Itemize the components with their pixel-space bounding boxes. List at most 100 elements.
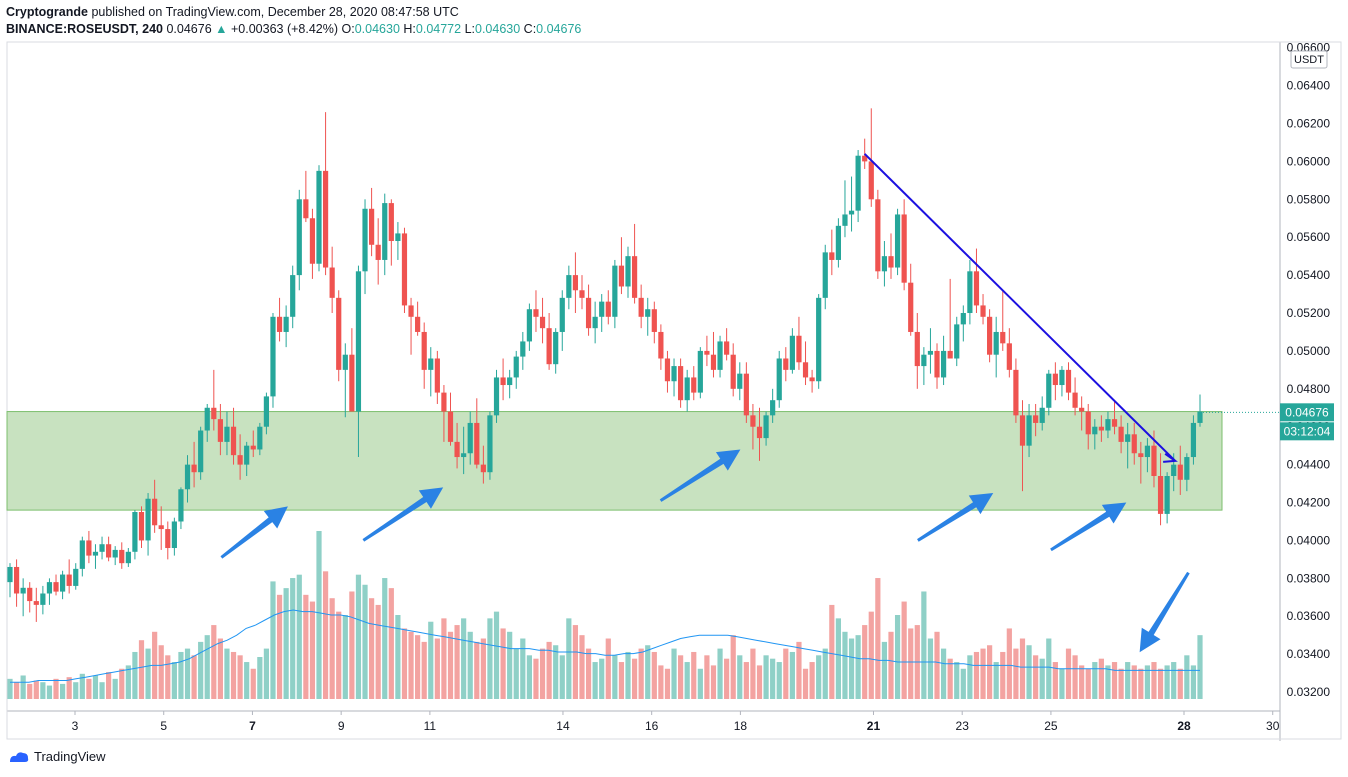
- candle-body: [204, 407, 210, 431]
- annotation-arrow: [1050, 502, 1127, 552]
- volume-bar: [743, 662, 749, 699]
- candle-body: [960, 313, 966, 325]
- candle-body: [362, 208, 368, 272]
- volume-bar: [1105, 665, 1111, 699]
- candle-body: [848, 210, 855, 215]
- candle-body: [7, 566, 13, 583]
- y-tick-label: 0.04800: [1287, 382, 1331, 396]
- volume-bar: [553, 645, 559, 699]
- candle-body: [973, 271, 980, 306]
- candle-body: [520, 341, 526, 357]
- volume-bar: [7, 678, 13, 699]
- volume-bar: [1184, 655, 1190, 699]
- candle-body: [1000, 331, 1006, 344]
- candle-body: [697, 350, 703, 393]
- volume-bar: [585, 648, 592, 699]
- author-name[interactable]: Cryptogrande: [6, 5, 88, 19]
- candle-body: [631, 256, 638, 298]
- candle-body: [816, 297, 822, 382]
- candle-body: [1197, 411, 1203, 423]
- volume-bar: [263, 648, 270, 699]
- y-tick-label: 0.04200: [1287, 496, 1331, 510]
- candle-body: [224, 426, 230, 442]
- x-tick-label: 23: [956, 719, 970, 733]
- volume-bar: [362, 584, 368, 699]
- countdown-label: 03:12:04: [1284, 424, 1331, 438]
- volume-bar: [276, 594, 283, 699]
- volume-bar: [697, 668, 703, 699]
- volume-bar: [737, 655, 743, 699]
- candle-body: [1019, 415, 1026, 446]
- candle-body: [395, 233, 401, 241]
- volume-bar: [980, 648, 986, 699]
- volume-bar: [855, 635, 861, 699]
- x-tick-label: 18: [734, 719, 748, 733]
- volume-bar: [783, 648, 789, 699]
- symbol-label[interactable]: BINANCE:ROSEUSDT, 240: [6, 22, 163, 36]
- candle-body: [1092, 426, 1098, 435]
- volume-bar: [829, 604, 835, 699]
- candle-body: [1184, 457, 1190, 480]
- volume-bar: [33, 680, 39, 699]
- candle-body: [1138, 453, 1144, 458]
- candle-body: [954, 324, 960, 359]
- countdown-tag: [1280, 422, 1334, 441]
- candle-body: [336, 297, 342, 370]
- candle-body: [230, 426, 237, 456]
- volume-bar: [184, 648, 191, 699]
- volume-bar: [158, 645, 164, 699]
- volume-bar: [927, 638, 934, 699]
- candle-body: [533, 309, 539, 317]
- x-tick-label: 25: [1044, 719, 1058, 733]
- volume-bar: [79, 673, 85, 699]
- y-tick-label: 0.05200: [1287, 306, 1331, 320]
- candle-body: [59, 574, 66, 592]
- candle-body: [776, 358, 782, 401]
- volume-bar: [1000, 651, 1006, 699]
- y-tick-label: 0.03800: [1287, 571, 1331, 585]
- candle-body: [855, 155, 861, 211]
- volume-bar: [592, 662, 598, 699]
- candle-body: [138, 512, 145, 541]
- candle-body: [461, 453, 467, 458]
- candle-body: [927, 350, 934, 355]
- x-tick-label: 14: [556, 719, 570, 733]
- candle-body: [322, 170, 329, 268]
- volume-bar: [559, 655, 565, 699]
- x-tick-label: 11: [424, 719, 437, 733]
- candle-body: [875, 199, 881, 272]
- candle-body: [1190, 422, 1197, 458]
- x-tick-label: 3: [72, 719, 79, 733]
- y-tick-label: 0.06000: [1287, 154, 1331, 168]
- candle-body: [480, 464, 486, 473]
- candle-body: [599, 301, 605, 317]
- arrow-shape: [362, 487, 444, 542]
- volume-bar: [112, 678, 118, 699]
- volume-bar: [171, 662, 177, 699]
- volume-bar: [408, 631, 414, 699]
- candle-body: [645, 309, 651, 317]
- brand-label[interactable]: TradingView: [34, 749, 106, 764]
- volume-bar: [1085, 668, 1091, 699]
- volume-bar: [848, 638, 855, 699]
- volume-bar: [645, 645, 651, 699]
- annotation-arrow: [220, 506, 288, 559]
- candle-body: [250, 445, 256, 450]
- candle-body: [1098, 426, 1104, 431]
- candle-body: [783, 358, 789, 370]
- volume-bar: [756, 665, 763, 699]
- x-tick-label: 21: [867, 719, 881, 733]
- annotation-arrow: [659, 449, 741, 502]
- candle-body: [1118, 426, 1124, 442]
- volume-bar: [796, 641, 802, 699]
- candle-body: [513, 356, 519, 378]
- candle-body: [750, 415, 756, 427]
- volume-bar: [717, 648, 723, 699]
- y-tick-label: 0.06400: [1287, 79, 1331, 93]
- candle-body: [40, 593, 46, 605]
- candle-body: [1111, 419, 1118, 427]
- volume-bar: [355, 574, 362, 699]
- candle-body: [237, 455, 243, 465]
- published-text: published on TradingView.com, December 2…: [91, 5, 459, 19]
